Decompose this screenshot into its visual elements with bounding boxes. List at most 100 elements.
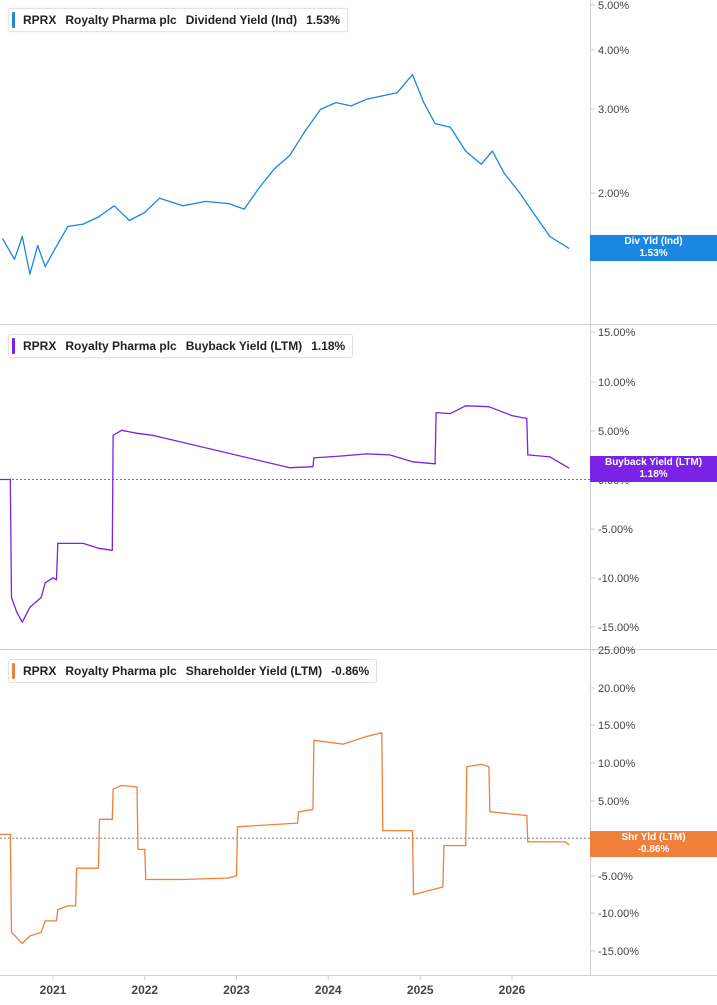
- data-point: [434, 463, 436, 465]
- data-point: [97, 547, 100, 549]
- y-tick-label: -5.00%: [598, 524, 633, 536]
- x-tick-label: 2024: [315, 983, 342, 997]
- data-point: [527, 454, 529, 456]
- y-tick-label: 5.00%: [598, 796, 629, 808]
- data-point: [411, 74, 414, 76]
- legend-buyback-yield[interactable]: RPRX Royalty Pharma plc Buyback Yield (L…: [8, 334, 354, 358]
- data-point: [182, 205, 184, 207]
- data-point: [44, 266, 46, 268]
- data-point: [526, 417, 528, 420]
- badge-label: Div Yld (Ind): [624, 236, 683, 247]
- legend-metric: Dividend Yield (Ind): [185, 13, 298, 27]
- data-point: [10, 596, 13, 599]
- legend-swatch-dividend: [12, 12, 15, 28]
- data-point: [449, 126, 451, 128]
- badge-label: Buyback Yield (LTM): [604, 457, 703, 468]
- data-point: [16, 611, 18, 613]
- badge-value: 1.18%: [639, 469, 668, 480]
- data-point: [312, 466, 314, 468]
- data-point: [273, 168, 276, 170]
- data-point: [396, 92, 398, 94]
- data-point: [350, 105, 352, 107]
- legend-shareholder-yield[interactable]: RPRX Royalty Pharma plc Shareholder Yiel…: [8, 659, 378, 683]
- series-layer: [0, 73, 570, 945]
- y-tick-label: 10.00%: [598, 377, 636, 389]
- data-point: [442, 886, 444, 888]
- data-point: [2, 238, 4, 240]
- data-point: [534, 214, 536, 216]
- data-point: [365, 453, 368, 455]
- legend-metric: Shareholder Yield (LTM): [185, 664, 323, 678]
- data-point: [29, 273, 31, 275]
- data-point: [113, 205, 115, 207]
- data-point: [52, 577, 54, 579]
- legend-value: 1.53%: [306, 13, 341, 27]
- data-point: [21, 235, 23, 238]
- y-tick-label: 5.00%: [598, 426, 629, 438]
- data-point: [76, 867, 78, 869]
- data-point: [111, 818, 113, 820]
- data-point: [443, 845, 445, 847]
- data-point: [97, 867, 100, 869]
- data-point: [511, 415, 513, 417]
- data-point: [55, 579, 58, 581]
- data-point: [568, 844, 570, 846]
- y-tick-label: 15.00%: [598, 720, 636, 732]
- y-tick-label: 25.00%: [598, 645, 636, 657]
- data-point: [342, 743, 344, 745]
- legend-value: 1.18%: [311, 339, 346, 353]
- data-point: [568, 247, 570, 249]
- legend-company: Royalty Pharma plc: [65, 13, 177, 27]
- data-point: [97, 216, 100, 218]
- grid-layer: [0, 0, 717, 976]
- y-tick-label: 3.00%: [598, 104, 629, 116]
- y-tick-label: -15.00%: [598, 946, 639, 958]
- dividend-value-badge: Div Yld (Ind) 1.53%: [590, 235, 717, 261]
- data-point: [128, 219, 130, 222]
- legend-company: Royalty Pharma plc: [65, 339, 177, 353]
- data-point: [40, 931, 42, 933]
- x-tick-label: 2022: [131, 983, 158, 997]
- y-tick-label: 10.00%: [598, 758, 636, 770]
- y-tick-label: 2.00%: [598, 188, 629, 200]
- data-point: [9, 478, 11, 481]
- data-point: [435, 412, 437, 414]
- legend-swatch-shareholder: [12, 663, 15, 679]
- data-point: [57, 909, 59, 911]
- data-point: [258, 187, 260, 189]
- legend-dividend-yield[interactable]: RPRX Royalty Pharma plc Dividend Yield (…: [8, 8, 349, 32]
- data-point: [228, 877, 230, 879]
- data-point: [44, 920, 46, 922]
- data-point: [465, 405, 467, 407]
- legend-ticker: RPRX: [23, 339, 57, 353]
- data-point: [549, 235, 551, 238]
- y-tick-label: 15.00%: [598, 327, 636, 339]
- buyback-value-badge: Buyback Yield (LTM) 1.18%: [590, 456, 717, 482]
- data-point: [67, 225, 69, 228]
- data-point: [236, 826, 239, 828]
- data-point: [182, 878, 184, 881]
- data-point: [136, 786, 138, 788]
- data-point: [549, 456, 551, 458]
- data-point: [480, 763, 482, 766]
- data-point: [21, 942, 23, 945]
- data-point: [297, 822, 299, 824]
- axis-layer: 5.00%4.00%3.00%2.00%15.00%10.00%5.00%0.0…: [40, 0, 640, 997]
- x-tick-label: 2026: [499, 983, 526, 997]
- y-tick-label: 20.00%: [598, 683, 636, 695]
- legend-company: Royalty Pharma plc: [65, 664, 177, 678]
- data-point: [159, 197, 161, 199]
- data-point: [112, 434, 114, 436]
- data-point: [568, 467, 570, 469]
- legend-swatch-buyback: [12, 338, 15, 354]
- badge-value: -0.86%: [637, 844, 670, 855]
- data-point: [235, 875, 238, 877]
- data-point: [488, 406, 490, 408]
- data-point: [381, 95, 383, 97]
- legend-value: -0.86%: [331, 664, 370, 678]
- series-line-buyback: [0, 405, 570, 623]
- data-point: [466, 766, 468, 768]
- data-point: [121, 429, 123, 431]
- data-point: [389, 454, 391, 456]
- data-point: [365, 735, 368, 738]
